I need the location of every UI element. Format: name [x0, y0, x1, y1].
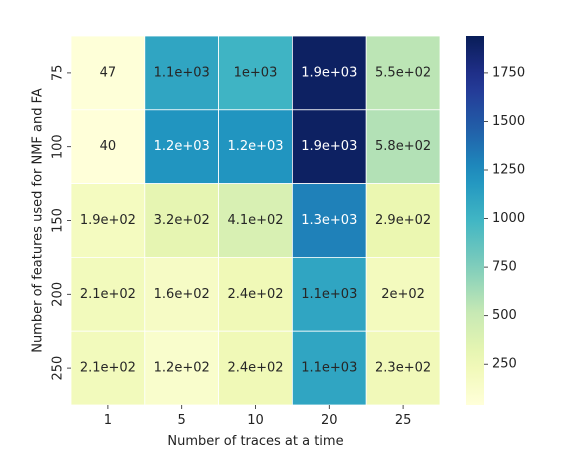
heatmap-cell	[218, 256, 293, 332]
y-tick-label: 75	[51, 65, 66, 82]
colorbar-tick-label: 1000	[492, 211, 525, 226]
cell-value-label: 1.1e+03	[301, 361, 357, 376]
cell-value-label: 2.3e+02	[375, 361, 431, 376]
cell-value-label: 2.4e+02	[227, 287, 283, 302]
colorbar-tick-label: 750	[492, 260, 517, 275]
cell-value-label: 3.2e+02	[154, 213, 210, 228]
y-tick-label: 200	[51, 282, 66, 307]
heatmap-cell	[365, 256, 441, 332]
cell-value-label: 5.8e+02	[375, 139, 431, 154]
cell-value-label: 1.2e+03	[154, 139, 210, 154]
cell-value-label: 2e+02	[381, 287, 425, 302]
x-tick-label: 5	[178, 413, 186, 428]
colorbar-tick-label: 500	[492, 308, 517, 323]
cell-value-label: 1.6e+02	[154, 287, 210, 302]
heatmap-cell	[144, 183, 220, 258]
heatmap-cell	[365, 35, 441, 111]
cell-value-label: 1.9e+02	[80, 213, 136, 228]
cell-value-label: 1.9e+03	[301, 65, 357, 80]
y-axis-ticks: 75 100 150 200 250	[51, 65, 71, 381]
y-tick-label: 100	[51, 134, 66, 159]
x-tick-label: 25	[395, 413, 412, 428]
colorbar-tick-label: 1500	[492, 114, 525, 129]
heatmap-cell	[70, 330, 146, 406]
x-tick-label: 1	[104, 413, 112, 428]
x-axis-label: Number of traces at a time	[167, 434, 343, 449]
heatmap-cell	[365, 330, 441, 406]
y-tick-label: 150	[51, 208, 66, 233]
colorbar-ticks: 250 500 750 1000 1250 1500 1750	[484, 65, 525, 372]
cell-value-label: 2.1e+02	[80, 287, 136, 302]
colorbar-tick-label: 1250	[492, 163, 525, 178]
cell-value-label: 1.3e+03	[301, 213, 357, 228]
heatmap-cell-labels: 47 1.1e+03 1e+03 1.9e+03 5.5e+02 40 1.2e+03 1.2…	[80, 65, 431, 375]
heatmap-cell	[365, 183, 441, 258]
cell-value-label: 1e+03	[234, 65, 278, 80]
cell-value-label: 2.1e+02	[80, 361, 136, 376]
heatmap-cell	[218, 109, 293, 185]
x-tick-label: 20	[321, 413, 338, 428]
heatmap-cell	[365, 109, 441, 185]
colorbar: 250 500 750 1000 1250 1500 1750	[466, 36, 525, 405]
heatmap-cell	[70, 109, 146, 185]
heatmap-cell	[144, 35, 220, 111]
y-tick-label: 250	[51, 356, 66, 381]
colorbar-gradient	[466, 36, 484, 405]
heatmap-cell	[291, 183, 367, 258]
colorbar-tick-label: 250	[492, 357, 517, 372]
heatmap-cell	[291, 35, 367, 111]
cell-value-label: 1.2e+02	[154, 361, 210, 376]
cell-value-label: 47	[100, 65, 117, 80]
cell-value-label: 2.9e+02	[375, 213, 431, 228]
cell-value-label: 5.5e+02	[375, 65, 431, 80]
heatmap-cell	[218, 330, 293, 406]
heatmap-cell	[144, 330, 220, 406]
heatmap-cell	[291, 256, 367, 332]
heatmap-cell	[70, 35, 146, 111]
x-axis-ticks: 1 5 10 20 25	[104, 405, 412, 428]
cell-value-label: 1.2e+03	[227, 139, 283, 154]
y-axis-label: Number of features used for NMF and FA	[31, 88, 46, 353]
cell-value-label: 40	[100, 139, 117, 154]
heatmap-cell	[144, 256, 220, 332]
cell-value-label: 1.1e+03	[154, 65, 210, 80]
cell-value-label: 4.1e+02	[227, 213, 283, 228]
heatmap-cell	[218, 183, 293, 258]
x-tick-label: 10	[247, 413, 264, 428]
cell-value-label: 1.1e+03	[301, 287, 357, 302]
heatmap-cells	[70, 35, 441, 406]
colorbar-tick-label: 1750	[492, 65, 525, 80]
heatmap-cell	[218, 35, 293, 111]
cell-value-label: 1.9e+03	[301, 139, 357, 154]
cell-value-label: 2.4e+02	[227, 361, 283, 376]
